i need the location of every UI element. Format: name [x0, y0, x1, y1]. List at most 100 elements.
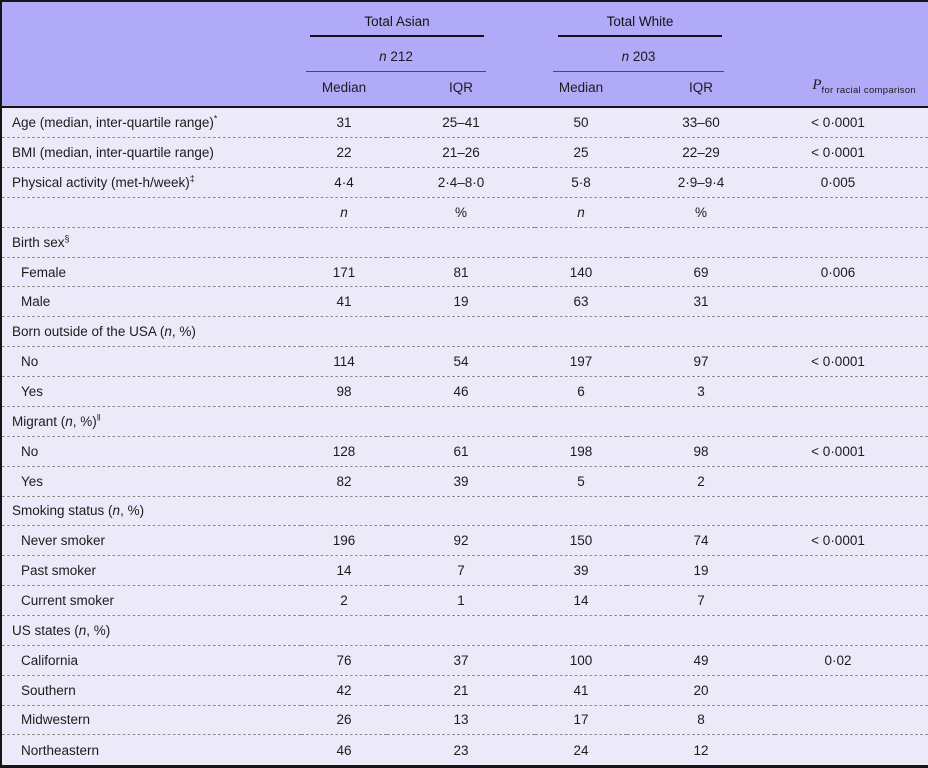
- table-row: BMI (median, inter-quartile range) 22 21–2…: [1, 137, 928, 168]
- value-cell: 14: [301, 555, 387, 586]
- row-label: Never smoker: [1, 525, 301, 556]
- value-cell: 74: [627, 525, 776, 556]
- row-label: Physical activity (met-h/week)‡: [1, 167, 301, 198]
- value-cell: 23: [387, 734, 536, 767]
- value-cell: 19: [387, 286, 536, 317]
- row-label: BMI (median, inter-quartile range): [1, 137, 301, 168]
- value-cell: 7: [387, 555, 536, 586]
- value-cell: 1: [387, 585, 536, 616]
- value-cell: 3: [627, 376, 776, 407]
- n-symbol: n: [340, 204, 348, 220]
- value-cell: 6: [535, 376, 628, 407]
- group-title-row: Total Asian Total White: [1, 1, 928, 41]
- p-value-cell: < 0·0001: [775, 137, 928, 168]
- value-cell: 17: [535, 704, 628, 735]
- value-cell: 21: [387, 674, 536, 706]
- p-value-cell: 0·006: [775, 256, 928, 287]
- row-label: Southern: [1, 674, 301, 706]
- n-symbol: n: [621, 48, 630, 64]
- p-value-cell: [775, 734, 928, 767]
- header-spacer: [1, 73, 301, 108]
- n-value-asian: 212: [390, 48, 413, 64]
- table-row: Yes 98 46 6 3: [1, 376, 928, 407]
- value-cell: 98: [301, 376, 387, 407]
- value-cell: %: [627, 196, 776, 228]
- table-row: Northeastern 46 23 24 12: [1, 734, 928, 767]
- row-label: Midwestern: [1, 704, 301, 735]
- value-cell: 49: [627, 644, 776, 676]
- n-symbol: n: [164, 324, 172, 340]
- n-cell-asian: n 212: [301, 41, 535, 73]
- p-value-cell: [775, 286, 928, 317]
- value-cell: 61: [387, 435, 536, 467]
- p-value-cell: [775, 465, 928, 496]
- row-label: No: [1, 346, 301, 377]
- value-cell: 196: [301, 525, 387, 556]
- group-title-asian: Total Asian: [364, 13, 430, 29]
- table-row: Male 41 19 63 31: [1, 286, 928, 317]
- value-cell: 140: [535, 256, 628, 287]
- row-label: Yes: [1, 465, 301, 496]
- table-row: Past smoker 14 7 39 19: [1, 555, 928, 586]
- group-row: Birth sex§: [1, 226, 928, 258]
- p-value-cell: < 0·0001: [775, 435, 928, 467]
- value-cell: 42: [301, 674, 387, 706]
- group-row: US states (n, %): [1, 614, 928, 646]
- row-label: Male: [1, 286, 301, 317]
- row-label: Female: [1, 256, 301, 287]
- row-label: Northeastern: [1, 734, 301, 767]
- header-spacer: [775, 1, 928, 41]
- table-row: Midwestern 26 13 17 8: [1, 704, 928, 735]
- value-cell: 54: [387, 346, 536, 377]
- table-body: Age (median, inter-quartile range)* 31 25–…: [1, 107, 928, 767]
- p-value-cell: [775, 585, 928, 616]
- col-header-median-white: Median: [535, 73, 628, 108]
- value-cell: n: [301, 196, 387, 228]
- group-title-white: Total White: [606, 13, 674, 29]
- table-row: California 76 37 100 49 0·02: [1, 644, 928, 676]
- value-cell: 14: [535, 585, 628, 616]
- table-row: No 114 54 197 97 < 0·0001: [1, 346, 928, 377]
- value-cell: 114: [301, 346, 387, 377]
- table-row: Southern 42 21 41 20: [1, 674, 928, 706]
- table-row: Never smoker 196 92 150 74 < 0·0001: [1, 525, 928, 556]
- n-symbol: n: [78, 622, 87, 638]
- group-filler: [301, 614, 928, 646]
- value-cell: 5: [535, 465, 628, 496]
- row-label: Current smoker: [1, 585, 301, 616]
- value-cell: 81: [387, 256, 536, 287]
- row-label: US states (n, %): [1, 614, 301, 646]
- value-cell: 76: [301, 644, 387, 676]
- p-symbol: P: [812, 76, 822, 93]
- table-row: Female 171 81 140 69 0·006: [1, 256, 928, 287]
- col-header-iqr-asian: IQR: [387, 73, 536, 108]
- value-cell: 21–26: [387, 137, 536, 168]
- p-value-cell: < 0·0001: [775, 346, 928, 377]
- header-spacer: [1, 41, 301, 73]
- row-label: Migrant (n, %)‖: [1, 405, 301, 437]
- value-cell: 46: [301, 734, 387, 767]
- value-cell: 37: [387, 644, 536, 676]
- n-value-white: 203: [632, 48, 656, 64]
- value-cell: 33–60: [682, 115, 720, 131]
- value-cell: 4·4: [301, 167, 387, 198]
- value-cell: 31: [336, 115, 352, 131]
- value-cell: 39: [387, 465, 536, 496]
- value-cell: 22–29: [627, 137, 776, 168]
- group-cell-white: Total White: [535, 1, 775, 41]
- n-cell-white: n 203: [535, 41, 775, 73]
- value-cell: 82: [301, 465, 387, 496]
- value-cell: 41: [301, 286, 387, 317]
- row-label: No: [1, 435, 301, 467]
- value-cell: 22: [301, 137, 387, 168]
- value-cell: 12: [627, 734, 776, 767]
- p-value-cell: [775, 376, 928, 407]
- table-row: Age (median, inter-quartile range)* 31 25–…: [1, 107, 928, 138]
- p-value-cell: [775, 196, 928, 228]
- p-value-cell: [775, 704, 928, 735]
- p-value-cell: < 0·0001: [775, 525, 928, 556]
- table-row: No 128 61 198 98 < 0·0001: [1, 435, 928, 467]
- row-label: Past smoker: [1, 555, 301, 586]
- group-filler: [301, 226, 928, 258]
